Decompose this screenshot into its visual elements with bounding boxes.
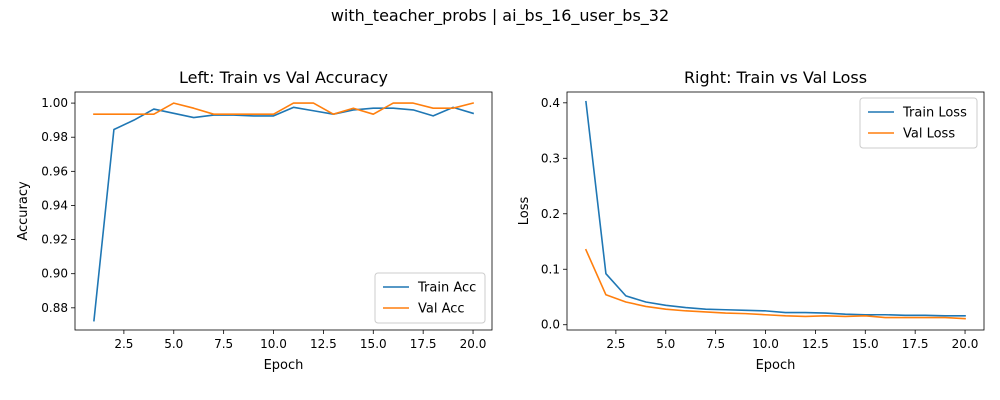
left-series-train-acc-line	[93, 106, 475, 322]
right-chart-panel: Right: Train vs Val Loss 2.5 5.0 7.5 10.0 12.…	[517, 68, 985, 373]
right-legend-label-train-loss: Train Loss	[902, 106, 967, 121]
left-x-tick-label: 10.0	[260, 337, 287, 351]
left-x-tick-label: 17.5	[410, 337, 437, 351]
right-y-tick-label: 0.1	[541, 262, 560, 276]
right-x-tick-label: 7.5	[706, 337, 725, 351]
right-y-axis-label: Loss	[517, 197, 532, 226]
right-y-tick-label: 0.3	[541, 151, 560, 165]
left-y-axis-label: Accuracy	[16, 181, 31, 241]
left-y-tick-label: 0.88	[41, 301, 68, 315]
left-chart-title: Left: Train vs Val Accuracy	[179, 68, 388, 87]
left-series-val-acc-line	[93, 102, 475, 115]
right-x-tick-label: 15.0	[852, 337, 879, 351]
right-chart-title: Right: Train vs Val Loss	[684, 68, 867, 87]
left-x-axis-label: Epoch	[264, 358, 304, 373]
left-y-tick-label: 0.90	[41, 267, 68, 281]
right-x-axis-label: Epoch	[756, 358, 796, 373]
right-y-tick-label: 0.4	[541, 96, 560, 110]
right-series-train-loss-line	[585, 100, 966, 317]
left-chart-panel: Left: Train vs Val Accuracy 2.5 5.0 7.5 10.0…	[16, 68, 493, 373]
right-x-tick-label: 5.0	[656, 337, 675, 351]
right-legend-box	[859, 97, 978, 149]
right-y-tick-label: 0.2	[541, 207, 560, 221]
left-y-tick-label: 0.92	[41, 233, 68, 247]
left-x-tick-label: 5.0	[164, 337, 183, 351]
right-x-tick-label: 17.5	[902, 337, 929, 351]
left-y-tick-label: 0.94	[41, 198, 68, 212]
right-legend-label-val-loss: Val Loss	[903, 127, 955, 142]
left-plot-frame	[74, 91, 493, 331]
right-y-tick-label: 0.0	[541, 318, 560, 332]
right-x-tick-label: 2.5	[606, 337, 625, 351]
left-x-tick-label: 2.5	[114, 337, 133, 351]
left-x-tick-label: 7.5	[214, 337, 233, 351]
right-x-tick-label: 10.0	[752, 337, 779, 351]
left-y-tick-label: 1.00	[41, 96, 68, 110]
right-x-tick-label: 12.5	[802, 337, 829, 351]
left-legend-label-train-acc: Train Acc	[417, 281, 476, 296]
left-x-tick-label: 12.5	[310, 337, 337, 351]
left-x-tick-label: 20.0	[460, 337, 487, 351]
left-legend-box	[374, 272, 486, 324]
right-plot-frame	[566, 91, 985, 331]
left-x-tick-label: 15.0	[360, 337, 387, 351]
right-x-tick-label: 20.0	[952, 337, 979, 351]
left-y-tick-label: 0.98	[41, 130, 68, 144]
right-series-val-loss-line	[584, 248, 966, 320]
figure-suptitle: with_teacher_probs | ai_bs_16_user_bs_32	[330, 6, 670, 25]
left-y-tick-label: 0.96	[41, 164, 68, 178]
right-legend: Train Loss Val Loss	[859, 97, 978, 149]
left-legend: Train Acc Val Acc	[374, 272, 486, 324]
left-legend-label-val-acc: Val Acc	[418, 302, 465, 317]
